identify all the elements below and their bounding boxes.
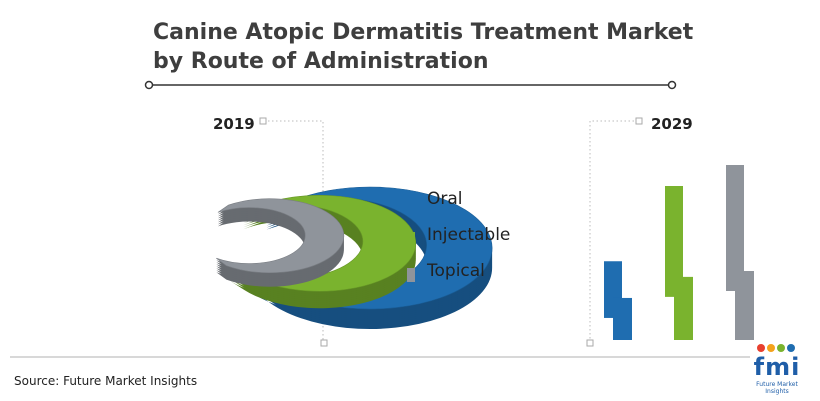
chart-subtitle: by Route of Administration	[153, 49, 489, 74]
logo-figures-icon	[757, 344, 797, 354]
fmi-logo: fmi Future Market Insights	[745, 344, 809, 395]
guide-line-2029	[589, 120, 634, 340]
bar-2029-lower-oral	[613, 297, 632, 340]
legend-swatch-injectable	[407, 232, 415, 246]
ring-2019-topical	[216, 198, 345, 274]
guide-marker-2019	[259, 117, 267, 125]
legend-label-oral: Oral	[427, 189, 463, 209]
bar-2029-upper-topical	[726, 165, 744, 291]
logo-wordmark: fmi	[753, 353, 801, 381]
chart-title-block: Canine Atopic Dermatitis Treatment Marke…	[153, 18, 713, 76]
chart-title: Canine Atopic Dermatitis Treatment Marke…	[153, 20, 694, 45]
bar-2029-upper-injectable	[665, 186, 683, 297]
guide-end-2019	[320, 339, 328, 347]
bar-2029-lower-topical	[735, 271, 754, 340]
guide-end-2029	[586, 339, 594, 347]
bar-2029-lower-injectable	[674, 276, 693, 340]
year-label-2019: 2019	[213, 115, 255, 133]
title-rule-right-cap	[667, 80, 677, 90]
logo-subtext: Future Market Insights	[756, 381, 798, 395]
legend-swatch-oral	[407, 196, 415, 210]
legend-label-injectable: Injectable	[427, 225, 511, 245]
guide-marker-2029	[635, 117, 643, 125]
title-rule-left-cap	[144, 80, 154, 90]
year-label-2029: 2029	[651, 115, 693, 133]
legend-label-topical: Topical	[427, 261, 485, 281]
legend-swatch-topical	[407, 268, 415, 282]
source-note: Source: Future Market Insights	[14, 374, 198, 388]
